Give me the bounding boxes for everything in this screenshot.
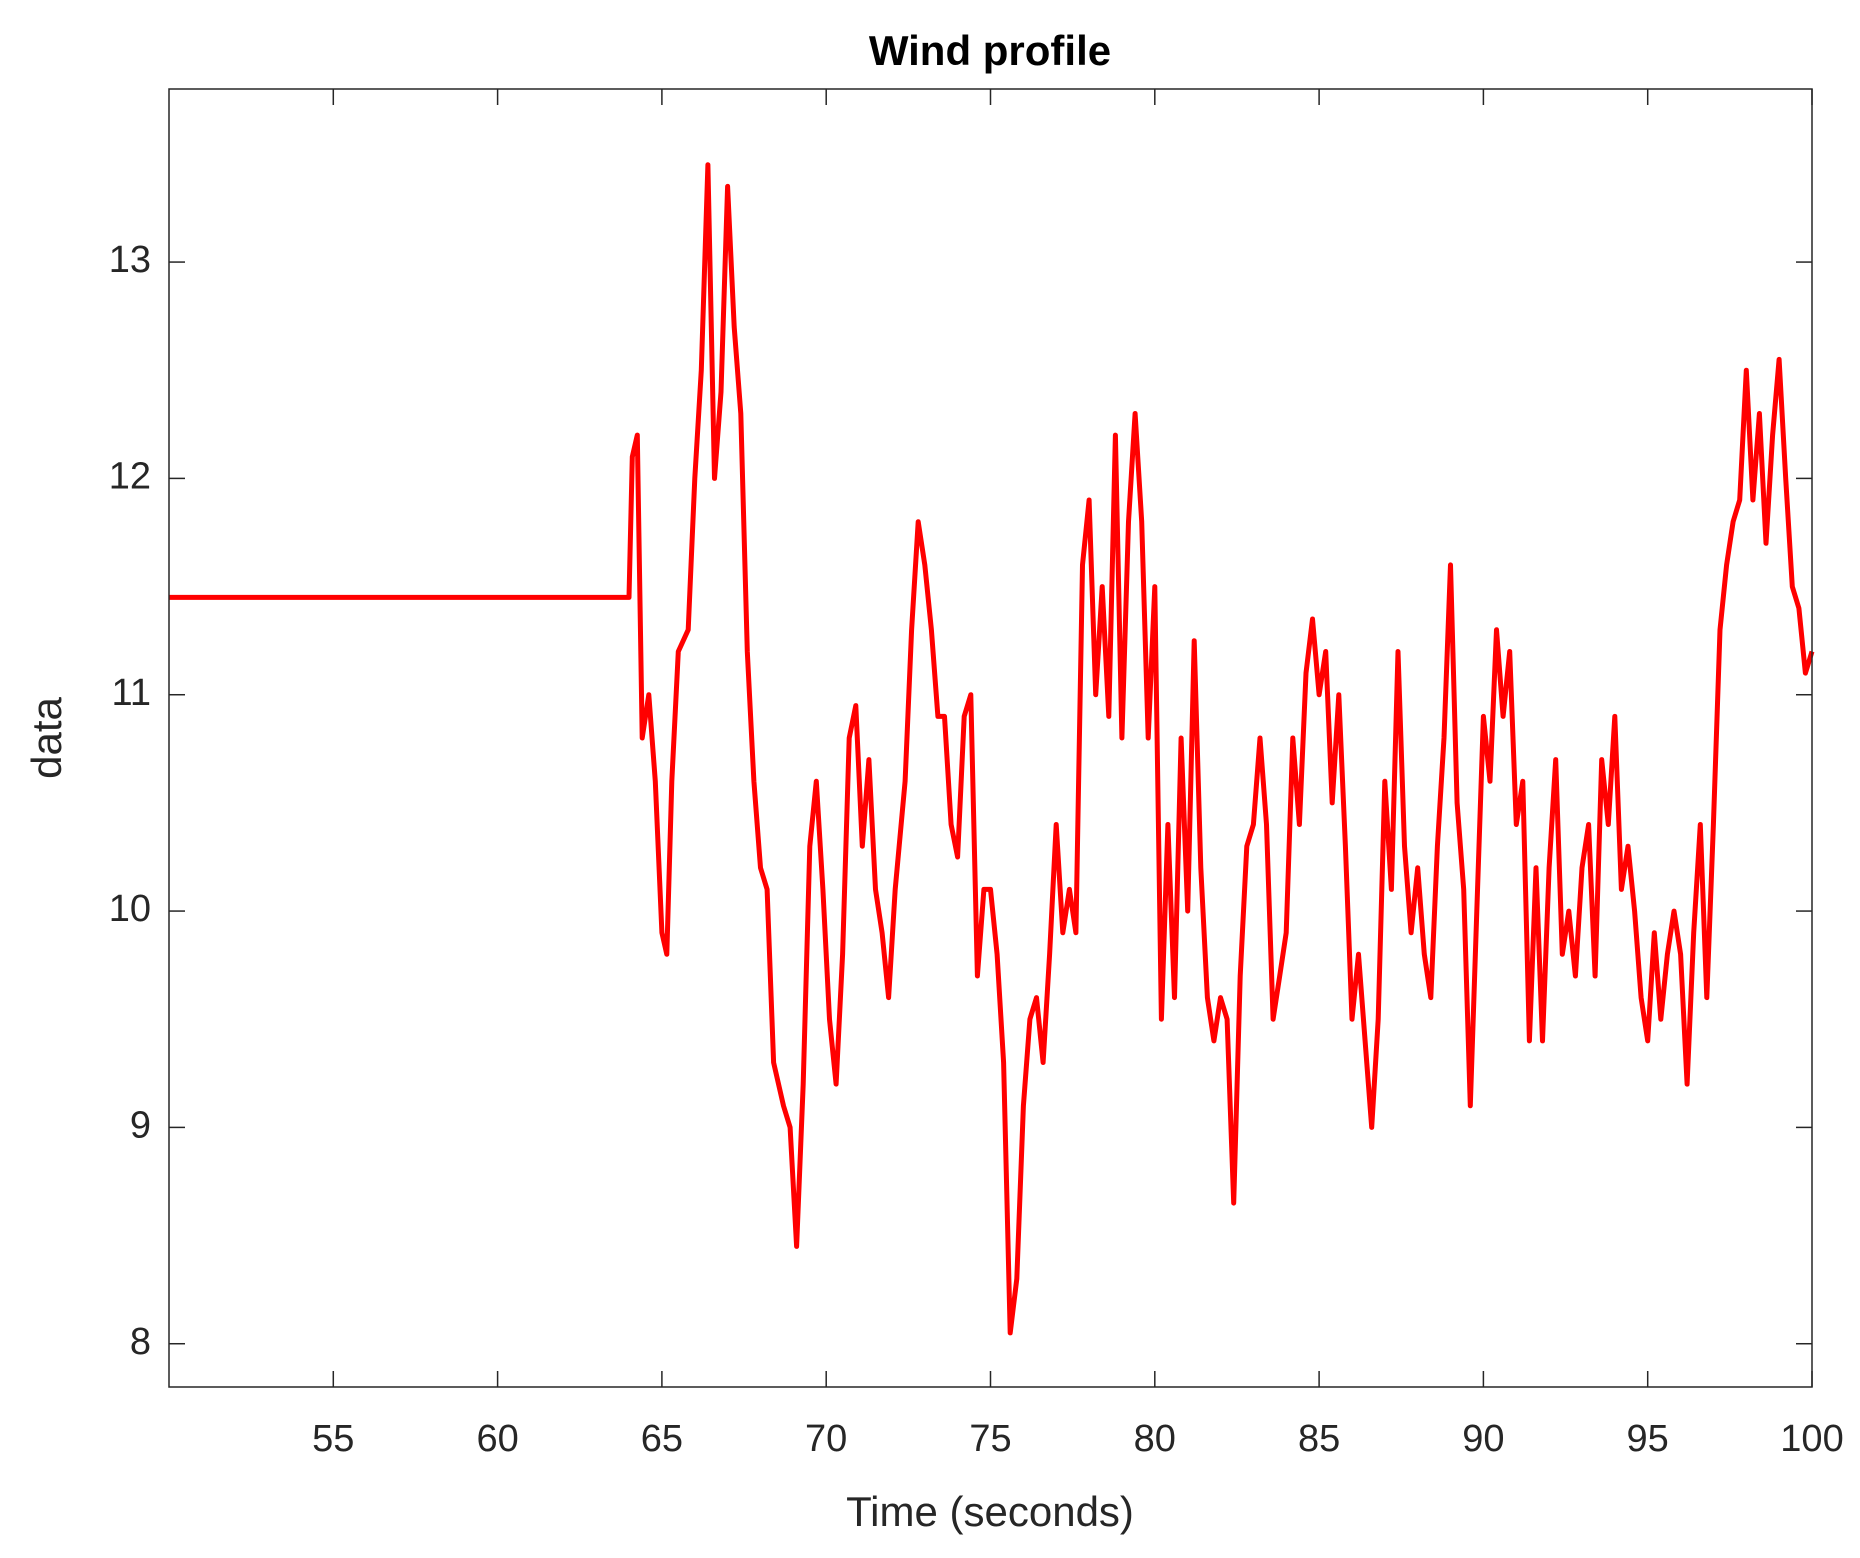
y-tick-label: 12 xyxy=(109,455,151,497)
axes-box xyxy=(168,88,1813,1388)
y-tick-label: 13 xyxy=(109,239,151,281)
data-line xyxy=(169,162,1815,1336)
y-tick-label: 8 xyxy=(130,1321,151,1363)
x-tick-label: 80 xyxy=(1134,1418,1176,1460)
y-axis-label: data xyxy=(23,696,70,778)
x-tick-label: 55 xyxy=(312,1418,354,1460)
x-tick-label: 95 xyxy=(1627,1418,1669,1460)
x-tick-label: 60 xyxy=(476,1418,518,1460)
x-tick-label: 65 xyxy=(641,1418,683,1460)
x-tick-label: 70 xyxy=(805,1418,847,1460)
y-tick-label: 11 xyxy=(112,672,151,714)
x-tick-label: 100 xyxy=(1780,1418,1843,1460)
x-tick-label: 75 xyxy=(969,1418,1011,1460)
x-tick-label: 90 xyxy=(1462,1418,1504,1460)
y-tick-label: 10 xyxy=(109,888,151,930)
x-axis-label: Time (seconds) xyxy=(846,1488,1134,1535)
chart-title: Wind profile xyxy=(869,27,1111,74)
x-tick-label: 85 xyxy=(1298,1418,1340,1460)
y-tick-label: 9 xyxy=(130,1104,151,1146)
